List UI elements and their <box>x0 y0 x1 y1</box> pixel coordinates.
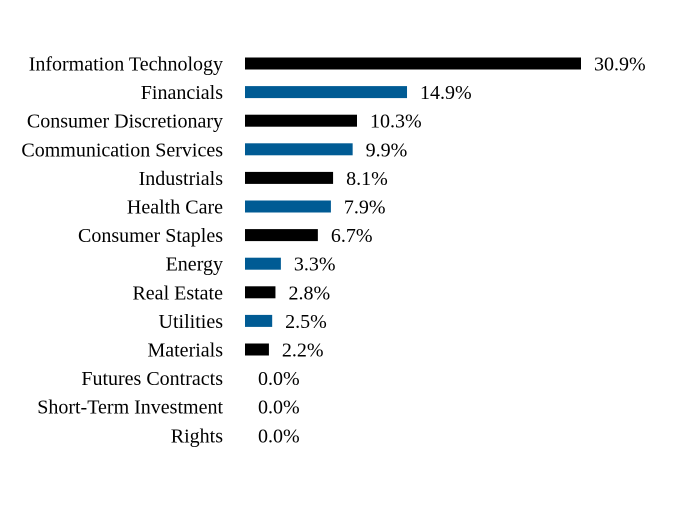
bar-energy <box>245 257 281 270</box>
bar-communication-services <box>245 143 353 156</box>
category-label-utilities: Utilities <box>159 311 224 333</box>
value-label-consumer-staples: 6.7% <box>331 225 373 247</box>
value-label-utilities: 2.5% <box>285 311 327 333</box>
category-label-financials: Financials <box>141 82 223 104</box>
bar-real-estate <box>245 286 276 299</box>
value-label-materials: 2.2% <box>282 340 324 362</box>
category-label-industrials: Industrials <box>139 168 224 190</box>
value-label-financials: 14.9% <box>420 82 472 104</box>
category-label-rights: Rights <box>171 425 223 447</box>
category-label-consumer-staples: Consumer Staples <box>78 225 223 247</box>
category-labels: Information Technology Financials Consumer… <box>21 54 223 448</box>
category-label-consumer-discretionary: Consumer Discretionary <box>27 111 223 133</box>
bar-financials <box>245 86 408 99</box>
category-label-real-estate: Real Estate <box>132 282 223 304</box>
category-label-energy: Energy <box>166 254 223 276</box>
value-label-futures-contracts: 0.0% <box>258 368 300 390</box>
value-labels: 30.9% 14.9% 10.3% 9.9% 8.1% 7.9% 6.7% 3.3% 2.8% 2… <box>258 54 646 448</box>
category-label-materials: Materials <box>147 340 223 362</box>
value-label-industrials: 8.1% <box>346 168 388 190</box>
bars <box>245 57 581 356</box>
category-label-health-care: Health Care <box>127 197 223 219</box>
bar-health-care <box>245 200 331 213</box>
category-label-short-term-investment: Short-Term Investment <box>37 397 223 419</box>
value-label-health-care: 7.9% <box>344 197 386 219</box>
category-label-information-technology: Information Technology <box>29 54 223 76</box>
value-label-short-term-investment: 0.0% <box>258 397 300 419</box>
bar-consumer-discretionary <box>245 114 357 127</box>
value-label-real-estate: 2.8% <box>288 282 330 304</box>
bar-information-technology <box>245 57 581 70</box>
category-label-futures-contracts: Futures Contracts <box>81 368 223 390</box>
value-label-information-technology: 30.9% <box>594 54 646 76</box>
bar-utilities <box>245 314 273 327</box>
value-label-rights: 0.0% <box>258 425 300 447</box>
value-label-consumer-discretionary: 10.3% <box>370 111 422 133</box>
bar-industrials <box>245 171 334 184</box>
value-label-energy: 3.3% <box>294 254 336 276</box>
category-label-communication-services: Communication Services <box>21 139 223 161</box>
value-label-communication-services: 9.9% <box>366 139 408 161</box>
bar-materials <box>245 343 269 356</box>
bar-consumer-staples <box>245 229 318 242</box>
